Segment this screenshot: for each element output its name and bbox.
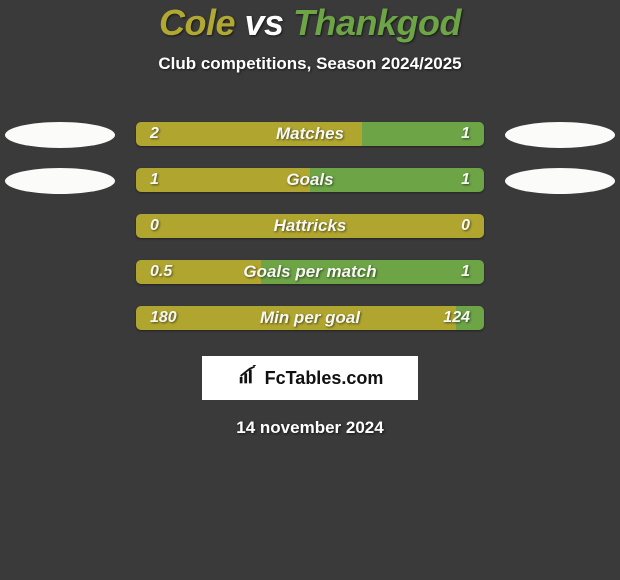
stat-row: 11Goals xyxy=(0,166,620,212)
title-vs: vs xyxy=(244,2,283,43)
player-right-marker xyxy=(505,168,615,194)
subtitle: Club competitions, Season 2024/2025 xyxy=(0,54,620,74)
stat-bar-right-fill xyxy=(310,168,484,192)
stat-bar-left-fill xyxy=(136,214,484,238)
stat-bar: 0.51Goals per match xyxy=(136,260,484,284)
stat-bar-right-fill xyxy=(362,122,484,146)
stat-bar-left-fill xyxy=(136,260,261,284)
page-title: Cole vs Thankgod xyxy=(0,2,620,44)
stat-bar-right-fill xyxy=(261,260,484,284)
title-player-left: Cole xyxy=(159,2,235,43)
stat-bar: 00Hattricks xyxy=(136,214,484,238)
chart-icon xyxy=(237,365,259,392)
stat-bar: 180124Min per goal xyxy=(136,306,484,330)
player-left-marker xyxy=(5,122,115,148)
stat-row: 00Hattricks xyxy=(0,212,620,258)
date-label: 14 november 2024 xyxy=(0,418,620,438)
brand-text: FcTables.com xyxy=(265,368,384,389)
stat-bar-left-fill xyxy=(136,306,456,330)
player-right-marker xyxy=(505,122,615,148)
comparison-card: Cole vs Thankgod Club competitions, Seas… xyxy=(0,0,620,580)
stat-bar-right-fill xyxy=(456,306,484,330)
brand-badge[interactable]: FcTables.com xyxy=(202,356,418,400)
stat-bar-left-fill xyxy=(136,122,362,146)
stat-row: 180124Min per goal xyxy=(0,304,620,350)
title-player-right: Thankgod xyxy=(293,2,461,43)
stat-bar: 11Goals xyxy=(136,168,484,192)
stat-row: 21Matches xyxy=(0,120,620,166)
stat-bar: 21Matches xyxy=(136,122,484,146)
player-left-marker xyxy=(5,168,115,194)
stats-container: 21Matches 11Goals 00Hattricks 0.51Goals per… xyxy=(0,120,620,350)
stat-row: 0.51Goals per match xyxy=(0,258,620,304)
stat-bar-left-fill xyxy=(136,168,310,192)
